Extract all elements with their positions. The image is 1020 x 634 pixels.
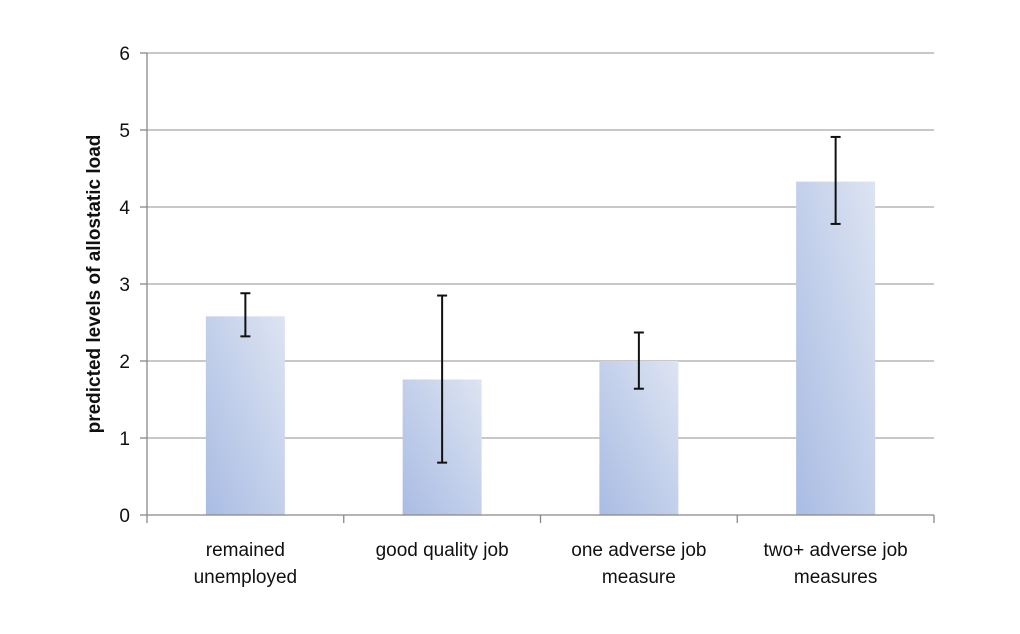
- error-bar: [240, 292, 251, 338]
- x-category-label: measures: [794, 567, 877, 588]
- x-category-label: unemployed: [194, 567, 298, 588]
- y-tick-label: 1: [119, 429, 130, 450]
- error-bars: [240, 135, 841, 464]
- error-bar: [830, 135, 841, 225]
- bar: [205, 316, 285, 515]
- bar: [796, 181, 876, 515]
- y-tick-label: 2: [119, 352, 130, 373]
- y-tick-label: 0: [119, 506, 130, 527]
- x-category-label: measure: [602, 567, 676, 588]
- y-tick-label: 3: [119, 275, 130, 296]
- y-tick-label: 4: [119, 198, 130, 219]
- bars: [205, 181, 876, 515]
- y-axis-title: predicted levels of allostatic load: [84, 135, 105, 434]
- error-bar: [437, 294, 448, 464]
- y-tick-label: 6: [119, 44, 130, 65]
- x-category-label: one adverse job: [571, 540, 706, 561]
- y-tick-label: 5: [119, 121, 130, 142]
- x-category-label: good quality job: [376, 540, 509, 561]
- labels: 0 1 2 3 4 5 6 remained unemployed good quality jo…: [119, 44, 907, 588]
- x-category-label: remained: [206, 540, 285, 561]
- x-category-label: two+ adverse job: [764, 540, 908, 561]
- axes: [140, 52, 935, 523]
- error-bar: [633, 331, 644, 390]
